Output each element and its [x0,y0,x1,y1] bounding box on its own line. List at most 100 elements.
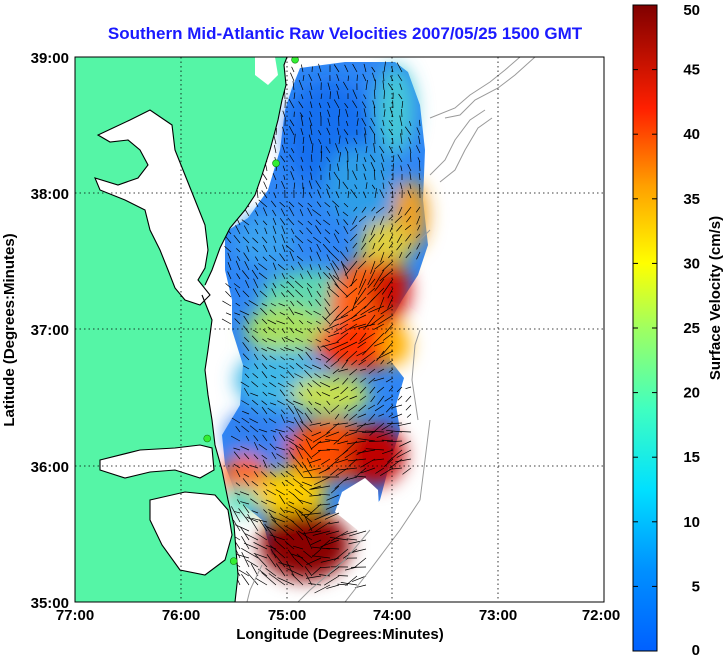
velocity-vector [301,481,313,487]
velocity-vector [397,395,403,401]
velocity-vector [334,229,340,235]
velocity-vector [397,74,403,82]
velocity-vector [233,447,241,451]
velocity-vector [309,255,313,262]
velocity-vector [276,320,286,325]
velocity-vector [369,422,385,436]
velocity-vector [280,472,286,478]
velocity-vector [234,318,241,325]
velocity-vector [295,289,304,298]
velocity-vector [241,270,250,280]
velocity-vector [326,530,340,535]
velocity-vector [243,225,250,235]
velocity-vector [362,251,367,258]
velocity-vector [350,233,358,242]
velocity-vector [244,261,250,271]
velocity-vector [293,92,296,100]
velocity-vector [308,180,313,190]
velocity-vector [252,246,259,253]
velocity-vector [230,435,241,442]
velocity-vector [373,89,376,100]
velocity-vector [344,449,358,459]
velocity-vector [279,253,286,262]
velocity-vector [261,454,268,460]
velocity-vector [263,418,268,424]
velocity-vector [397,422,412,427]
velocity-vector [367,269,376,286]
x-axis-label: Longitude (Degrees:Minutes) [236,626,444,643]
velocity-vector [306,575,322,579]
velocity-vector [250,498,259,505]
velocity-vector [269,382,277,388]
velocity-vector [303,476,322,479]
velocity-vector [329,537,349,541]
velocity-vector [326,211,331,217]
velocity-vector [262,220,268,226]
velocity-vector [318,467,331,474]
velocity-vector [235,482,241,487]
velocity-vector [377,368,385,373]
velocity-vector [419,119,421,127]
velocity-vector [407,164,412,172]
velocity-vector [263,283,268,289]
velocity-vector [310,154,313,163]
velocity-vector [365,145,368,154]
velocity-vector [242,236,250,244]
velocity-vector [357,341,367,349]
velocity-vector [339,341,358,351]
velocity-vector [312,530,331,536]
velocity-vector [233,234,241,244]
velocity-vector [326,290,331,298]
y-tick-label: 39:00 [31,50,69,67]
velocity-vector [286,561,295,577]
velocity-vector [299,443,313,460]
velocity-vector [236,499,241,505]
velocity-vector [287,217,295,226]
velocity-vector [380,153,385,163]
velocity-vector [269,355,277,361]
velocity-vector [288,427,295,433]
velocity-vector [373,377,385,382]
velocity-vector [289,250,295,262]
velocity-vector [373,143,376,154]
velocity-vector [326,254,331,262]
velocity-vector [326,156,331,163]
velocity-vector [313,310,322,316]
velocity-vector [356,153,359,163]
velocity-vector [358,215,367,222]
velocity-vector [315,180,322,190]
velocity-vector [358,359,367,366]
velocity-vector [340,260,349,280]
velocity-vector [305,351,313,361]
velocity-vector [328,521,340,525]
velocity-vector [253,541,268,550]
velocity-vector [266,544,277,550]
velocity-vector [398,93,403,100]
velocity-vector [371,206,376,212]
velocity-vector [243,387,250,397]
velocity-vector [399,431,412,433]
velocity-vector [281,234,286,244]
velocity-vector [268,573,286,586]
velocity-vector [251,510,259,514]
velocity-vector [299,112,304,118]
velocity-vector [287,549,295,559]
velocity-vector [270,303,277,307]
velocity-vector [283,347,295,352]
velocity-vector [363,108,367,118]
velocity-vector [254,363,259,370]
velocity-vector [302,507,313,514]
velocity-vector [352,314,367,322]
velocity-vector [406,215,412,223]
velocity-vector [312,380,322,388]
velocity-vector [379,189,385,199]
velocity-vector [388,206,394,214]
station-marker [291,57,299,64]
velocity-vector [295,329,304,334]
velocity-vector [417,157,421,163]
velocity-vector [293,417,304,433]
velocity-vector [299,381,304,388]
velocity-vector [331,530,349,542]
velocity-vector [405,404,412,411]
